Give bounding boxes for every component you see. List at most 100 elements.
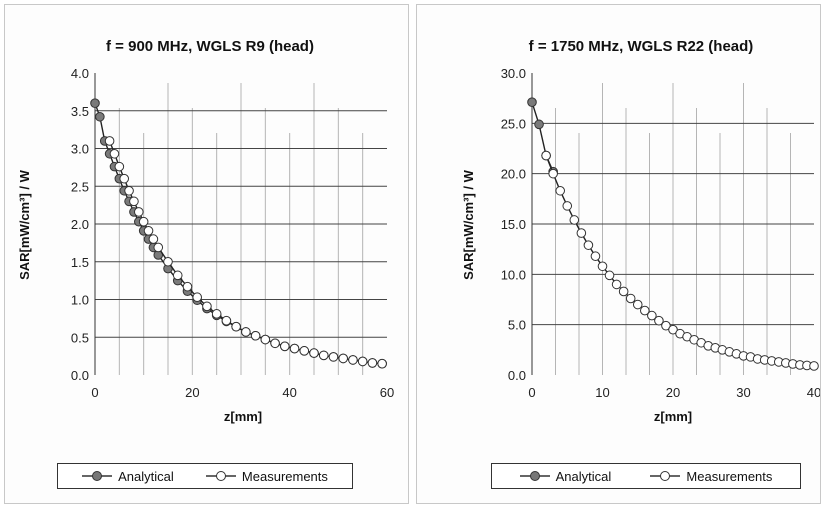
- data-point: [534, 119, 544, 130]
- data-point: [640, 305, 650, 316]
- data-point: [241, 327, 251, 337]
- chart-panel-1750mhz: f = 1750 MHz, WGLS R22 (head) z[mm] SAR[mW…: [416, 4, 821, 504]
- x-tick-label: 20: [185, 385, 199, 400]
- data-point: [172, 270, 183, 281]
- legend-measurements-marker-icon: [650, 471, 681, 481]
- data-point: [104, 136, 115, 146]
- legend-label-measurements: Measurements: [241, 468, 328, 484]
- data-point: [192, 292, 202, 303]
- y-axis-label: SAR[mW/cm³] / W: [461, 169, 476, 280]
- y-tick-label: 0.0: [71, 368, 89, 383]
- data-point: [597, 261, 608, 272]
- data-point: [129, 196, 139, 207]
- data-point: [143, 225, 154, 236]
- legend-label-measurements: Measurements: [686, 468, 773, 484]
- y-tick-label: 3.0: [71, 142, 89, 157]
- data-point: [124, 185, 134, 196]
- data-point: [576, 228, 587, 238]
- data-point: [153, 242, 164, 253]
- data-point: [357, 356, 368, 367]
- y-tick-label: 20.0: [501, 167, 526, 182]
- x-tick-label: 40: [807, 385, 820, 400]
- data-point: [590, 251, 601, 262]
- data-point: [618, 286, 629, 297]
- data-point: [632, 299, 643, 310]
- data-point: [163, 256, 173, 267]
- chart-title: f = 1750 MHz, WGLS R22 (head): [529, 38, 754, 55]
- data-point: [95, 111, 105, 122]
- vertical-gridlines: [555, 83, 791, 375]
- data-point: [270, 338, 280, 349]
- data-point: [289, 343, 300, 354]
- data-point: [611, 279, 622, 290]
- data-point: [299, 346, 310, 356]
- data-point: [109, 148, 120, 159]
- x-axis-label: z[mm]: [654, 409, 692, 424]
- x-tick-label: 30: [736, 385, 750, 400]
- data-point: [328, 352, 339, 362]
- data-point: [119, 173, 129, 184]
- data-point: [231, 321, 241, 332]
- y-tick-label: 4.0: [71, 66, 89, 81]
- data-point: [541, 150, 551, 161]
- vertical-gridlines: [118, 83, 364, 375]
- x-tick-label: 40: [282, 385, 296, 400]
- y-tick-label: 5.0: [508, 318, 526, 333]
- data-point: [318, 350, 329, 361]
- data-point: [309, 348, 319, 358]
- data-point: [654, 315, 664, 326]
- y-tick-label: 15.0: [501, 217, 526, 232]
- y-tick-label: 1.5: [71, 255, 89, 270]
- data-point: [661, 320, 671, 331]
- legend-entry-measurements: Measurements: [650, 469, 772, 484]
- y-tick-label: 0.5: [71, 330, 89, 345]
- data-point: [148, 234, 159, 244]
- x-tick-label: 10: [595, 385, 609, 400]
- series-line: [108, 140, 383, 365]
- data-point: [527, 97, 537, 107]
- x-tick-label: 60: [380, 385, 394, 400]
- x-axis-label: z[mm]: [224, 409, 262, 424]
- data-point: [555, 185, 565, 196]
- horizontal-gridlines: [95, 110, 387, 338]
- data-point: [625, 293, 636, 304]
- data-point: [583, 240, 594, 250]
- legend-900mhz: Analytical Measurements: [57, 463, 353, 489]
- chart-panel-900mhz: f = 900 MHz, WGLS R9 (head) z[mm] SAR[mW/c…: [4, 4, 409, 504]
- data-point: [367, 358, 378, 368]
- y-tick-label: 10.0: [501, 267, 526, 282]
- legend-label-analytical: Analytical: [118, 468, 174, 484]
- data-point: [569, 215, 580, 225]
- chart-title: f = 900 MHz, WGLS R9 (head): [106, 38, 314, 55]
- data-point: [114, 161, 125, 172]
- legend-entry-analytical: Analytical: [82, 469, 174, 484]
- data-point: [548, 168, 558, 179]
- y-tick-label: 30.0: [501, 66, 526, 81]
- data-point: [668, 324, 678, 335]
- data-point: [647, 310, 657, 321]
- data-point: [280, 341, 290, 352]
- chart-svg-900mhz: f = 900 MHz, WGLS R9 (head) z[mm] SAR[mW/c…: [17, 38, 394, 424]
- data-point: [202, 301, 212, 312]
- legend-measurements-marker-icon: [205, 471, 236, 481]
- legend-entry-analytical: Analytical: [519, 468, 612, 484]
- y-axis-label: SAR[mW/cm³] / W: [17, 169, 32, 280]
- x-tick-label: 20: [666, 385, 680, 400]
- data-point: [134, 207, 144, 217]
- legend-analytical-marker-icon: [519, 471, 550, 481]
- legend-analytical-marker-icon: [82, 471, 113, 481]
- data-point: [260, 334, 271, 345]
- series-measurements: [541, 150, 819, 371]
- data-point: [562, 201, 573, 211]
- y-tick-label: 0.0: [508, 368, 526, 383]
- horizontal-gridlines: [532, 122, 814, 326]
- legend-label-analytical: Analytical: [555, 468, 612, 484]
- data-point: [138, 216, 149, 227]
- y-tick-label: 25.0: [501, 116, 526, 131]
- data-point: [250, 330, 261, 341]
- data-point: [377, 358, 387, 369]
- y-tick-label: 3.5: [71, 104, 89, 119]
- y-tick-label: 2.0: [71, 217, 89, 232]
- data-point: [90, 98, 100, 108]
- legend-1750mhz: Analytical Measurements: [491, 463, 801, 489]
